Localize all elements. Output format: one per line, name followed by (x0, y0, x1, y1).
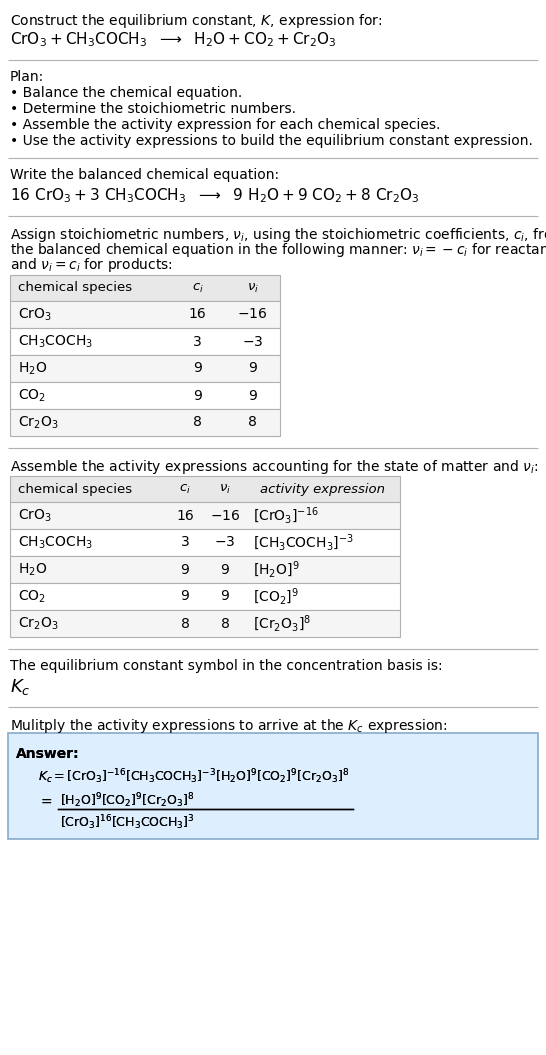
Text: $-3$: $-3$ (242, 334, 263, 348)
Bar (10, 610, 400, 637)
Text: 3: 3 (193, 334, 202, 348)
Text: $\mathrm{Cr_2O_3}$: $\mathrm{Cr_2O_3}$ (18, 415, 58, 430)
Bar (10, 583, 400, 610)
Text: $\mathrm{Cr_2O_3}$: $\mathrm{Cr_2O_3}$ (18, 615, 58, 632)
Text: Plan:: Plan: (10, 70, 44, 84)
Bar (10, 354, 280, 382)
Text: Assemble the activity expressions accounting for the state of matter and $\nu_i$: Assemble the activity expressions accoun… (10, 458, 538, 476)
Text: • Balance the chemical equation.: • Balance the chemical equation. (10, 87, 242, 100)
Text: chemical species: chemical species (18, 482, 132, 496)
Text: 9: 9 (181, 590, 189, 603)
Text: the balanced chemical equation in the following manner: $\nu_i = -c_i$ for react: the balanced chemical equation in the fo… (10, 241, 546, 258)
Bar (10, 556, 400, 583)
Text: 8: 8 (248, 416, 257, 429)
Text: $[\mathrm{Cr_2O_3}]^{8}$: $[\mathrm{Cr_2O_3}]^{8}$ (253, 613, 311, 634)
Bar (10, 275, 280, 301)
Text: 16: 16 (188, 307, 206, 322)
Bar (10, 476, 400, 502)
Bar (10, 502, 400, 529)
Text: • Use the activity expressions to build the equilibrium constant expression.: • Use the activity expressions to build … (10, 134, 533, 148)
Text: $K_c = [\mathrm{CrO_3}]^{-16}[\mathrm{CH_3COCH_3}]^{-3}[\mathrm{H_2O}]^{9}[\math: $K_c = [\mathrm{CrO_3}]^{-16}[\mathrm{CH… (38, 767, 349, 786)
Text: $\mathrm{CH_3COCH_3}$: $\mathrm{CH_3COCH_3}$ (18, 333, 93, 349)
Text: 8: 8 (193, 416, 202, 429)
Text: $\mathrm{CrO_3}$: $\mathrm{CrO_3}$ (18, 306, 52, 323)
Bar (10, 301, 280, 328)
Text: $[\mathrm{CrO_3}]^{16}[\mathrm{CH_3COCH_3}]^{3}$: $[\mathrm{CrO_3}]^{16}[\mathrm{CH_3COCH_… (60, 813, 195, 831)
Text: $K_c = [\mathrm{CrO_3}]^{-16}[\mathrm{CH_3COCH_3}]^{-3}[\mathrm{H_2O}]^{9}[\math: $K_c = [\mathrm{CrO_3}]^{-16}[\mathrm{CH… (38, 767, 349, 786)
Text: $-16$: $-16$ (210, 509, 240, 522)
Text: 9: 9 (193, 388, 202, 403)
Text: Answer:: Answer: (16, 747, 80, 761)
Bar (8, 733, 538, 839)
Text: $K_c$: $K_c$ (10, 677, 31, 697)
Text: $-3$: $-3$ (215, 536, 236, 550)
Text: $[\mathrm{CrO_3}]^{-16}$: $[\mathrm{CrO_3}]^{-16}$ (253, 505, 319, 525)
Text: Answer:: Answer: (16, 747, 80, 761)
Text: 9: 9 (181, 562, 189, 576)
Bar (10, 328, 280, 354)
Text: 9: 9 (248, 388, 257, 403)
Text: The equilibrium constant symbol in the concentration basis is:: The equilibrium constant symbol in the c… (10, 659, 443, 673)
Text: $\mathrm{H_2O}$: $\mathrm{H_2O}$ (18, 361, 48, 377)
Text: Write the balanced chemical equation:: Write the balanced chemical equation: (10, 168, 279, 183)
Text: 9: 9 (221, 562, 229, 576)
Text: 9: 9 (193, 362, 202, 376)
Text: $\mathrm{CO_2}$: $\mathrm{CO_2}$ (18, 589, 46, 605)
Text: activity expression: activity expression (260, 482, 385, 496)
Text: $[\mathrm{H_2O}]^{9}[\mathrm{CO_2}]^{9}[\mathrm{Cr_2O_3}]^{8}$: $[\mathrm{H_2O}]^{9}[\mathrm{CO_2}]^{9}[… (60, 791, 194, 809)
Text: $\mathrm{CrO_3}$: $\mathrm{CrO_3}$ (18, 507, 52, 523)
Text: $[\mathrm{H_2O}]^{9}$: $[\mathrm{H_2O}]^{9}$ (253, 559, 300, 579)
Text: chemical species: chemical species (18, 282, 132, 294)
Text: and $\nu_i = c_i$ for products:: and $\nu_i = c_i$ for products: (10, 256, 173, 274)
Text: $[\mathrm{CO_2}]^{9}$: $[\mathrm{CO_2}]^{9}$ (253, 587, 299, 607)
Text: $\mathrm{16\ CrO_3 + 3\ CH_3COCH_3}$  $\longrightarrow$  $\mathrm{9\ H_2O + 9\ C: $\mathrm{16\ CrO_3 + 3\ CH_3COCH_3}$ $\l… (10, 186, 420, 205)
Text: • Determine the stoichiometric numbers.: • Determine the stoichiometric numbers. (10, 102, 296, 116)
Bar (10, 409, 280, 436)
Text: Assign stoichiometric numbers, $\nu_i$, using the stoichiometric coefficients, $: Assign stoichiometric numbers, $\nu_i$, … (10, 226, 546, 244)
Text: $\mathrm{CO_2}$: $\mathrm{CO_2}$ (18, 387, 46, 404)
Text: $c_i$: $c_i$ (179, 482, 191, 496)
Text: 16: 16 (176, 509, 194, 522)
Text: Construct the equilibrium constant, $K$, expression for:: Construct the equilibrium constant, $K$,… (10, 12, 383, 30)
Text: $-16$: $-16$ (238, 307, 268, 322)
Text: Mulitply the activity expressions to arrive at the $K_c$ expression:: Mulitply the activity expressions to arr… (10, 717, 447, 735)
Text: $\nu_i$: $\nu_i$ (247, 282, 258, 294)
Bar (10, 382, 280, 409)
Text: • Assemble the activity expression for each chemical species.: • Assemble the activity expression for e… (10, 118, 441, 132)
Text: 9: 9 (248, 362, 257, 376)
Bar (10, 529, 400, 556)
Text: 8: 8 (181, 616, 189, 631)
Text: 8: 8 (221, 616, 229, 631)
Text: $\nu_i$: $\nu_i$ (219, 482, 231, 496)
Text: $[\mathrm{CrO_3}]^{16}[\mathrm{CH_3COCH_3}]^{3}$: $[\mathrm{CrO_3}]^{16}[\mathrm{CH_3COCH_… (60, 813, 195, 831)
Text: 3: 3 (181, 536, 189, 550)
Text: $\mathrm{CH_3COCH_3}$: $\mathrm{CH_3COCH_3}$ (18, 534, 93, 551)
Text: $c_i$: $c_i$ (192, 282, 204, 294)
Text: $[\mathrm{H_2O}]^{9}[\mathrm{CO_2}]^{9}[\mathrm{Cr_2O_3}]^{8}$: $[\mathrm{H_2O}]^{9}[\mathrm{CO_2}]^{9}[… (60, 791, 194, 809)
Text: $=$: $=$ (38, 794, 53, 808)
Text: $\mathrm{CrO_3 + CH_3COCH_3}$  $\longrightarrow$  $\mathrm{H_2O + CO_2 + Cr_2O_3: $\mathrm{CrO_3 + CH_3COCH_3}$ $\longrigh… (10, 30, 337, 49)
Text: $[\mathrm{CH_3COCH_3}]^{-3}$: $[\mathrm{CH_3COCH_3}]^{-3}$ (253, 533, 354, 553)
Text: 9: 9 (221, 590, 229, 603)
Text: $\mathrm{H_2O}$: $\mathrm{H_2O}$ (18, 561, 48, 578)
Text: $=$: $=$ (38, 794, 53, 808)
